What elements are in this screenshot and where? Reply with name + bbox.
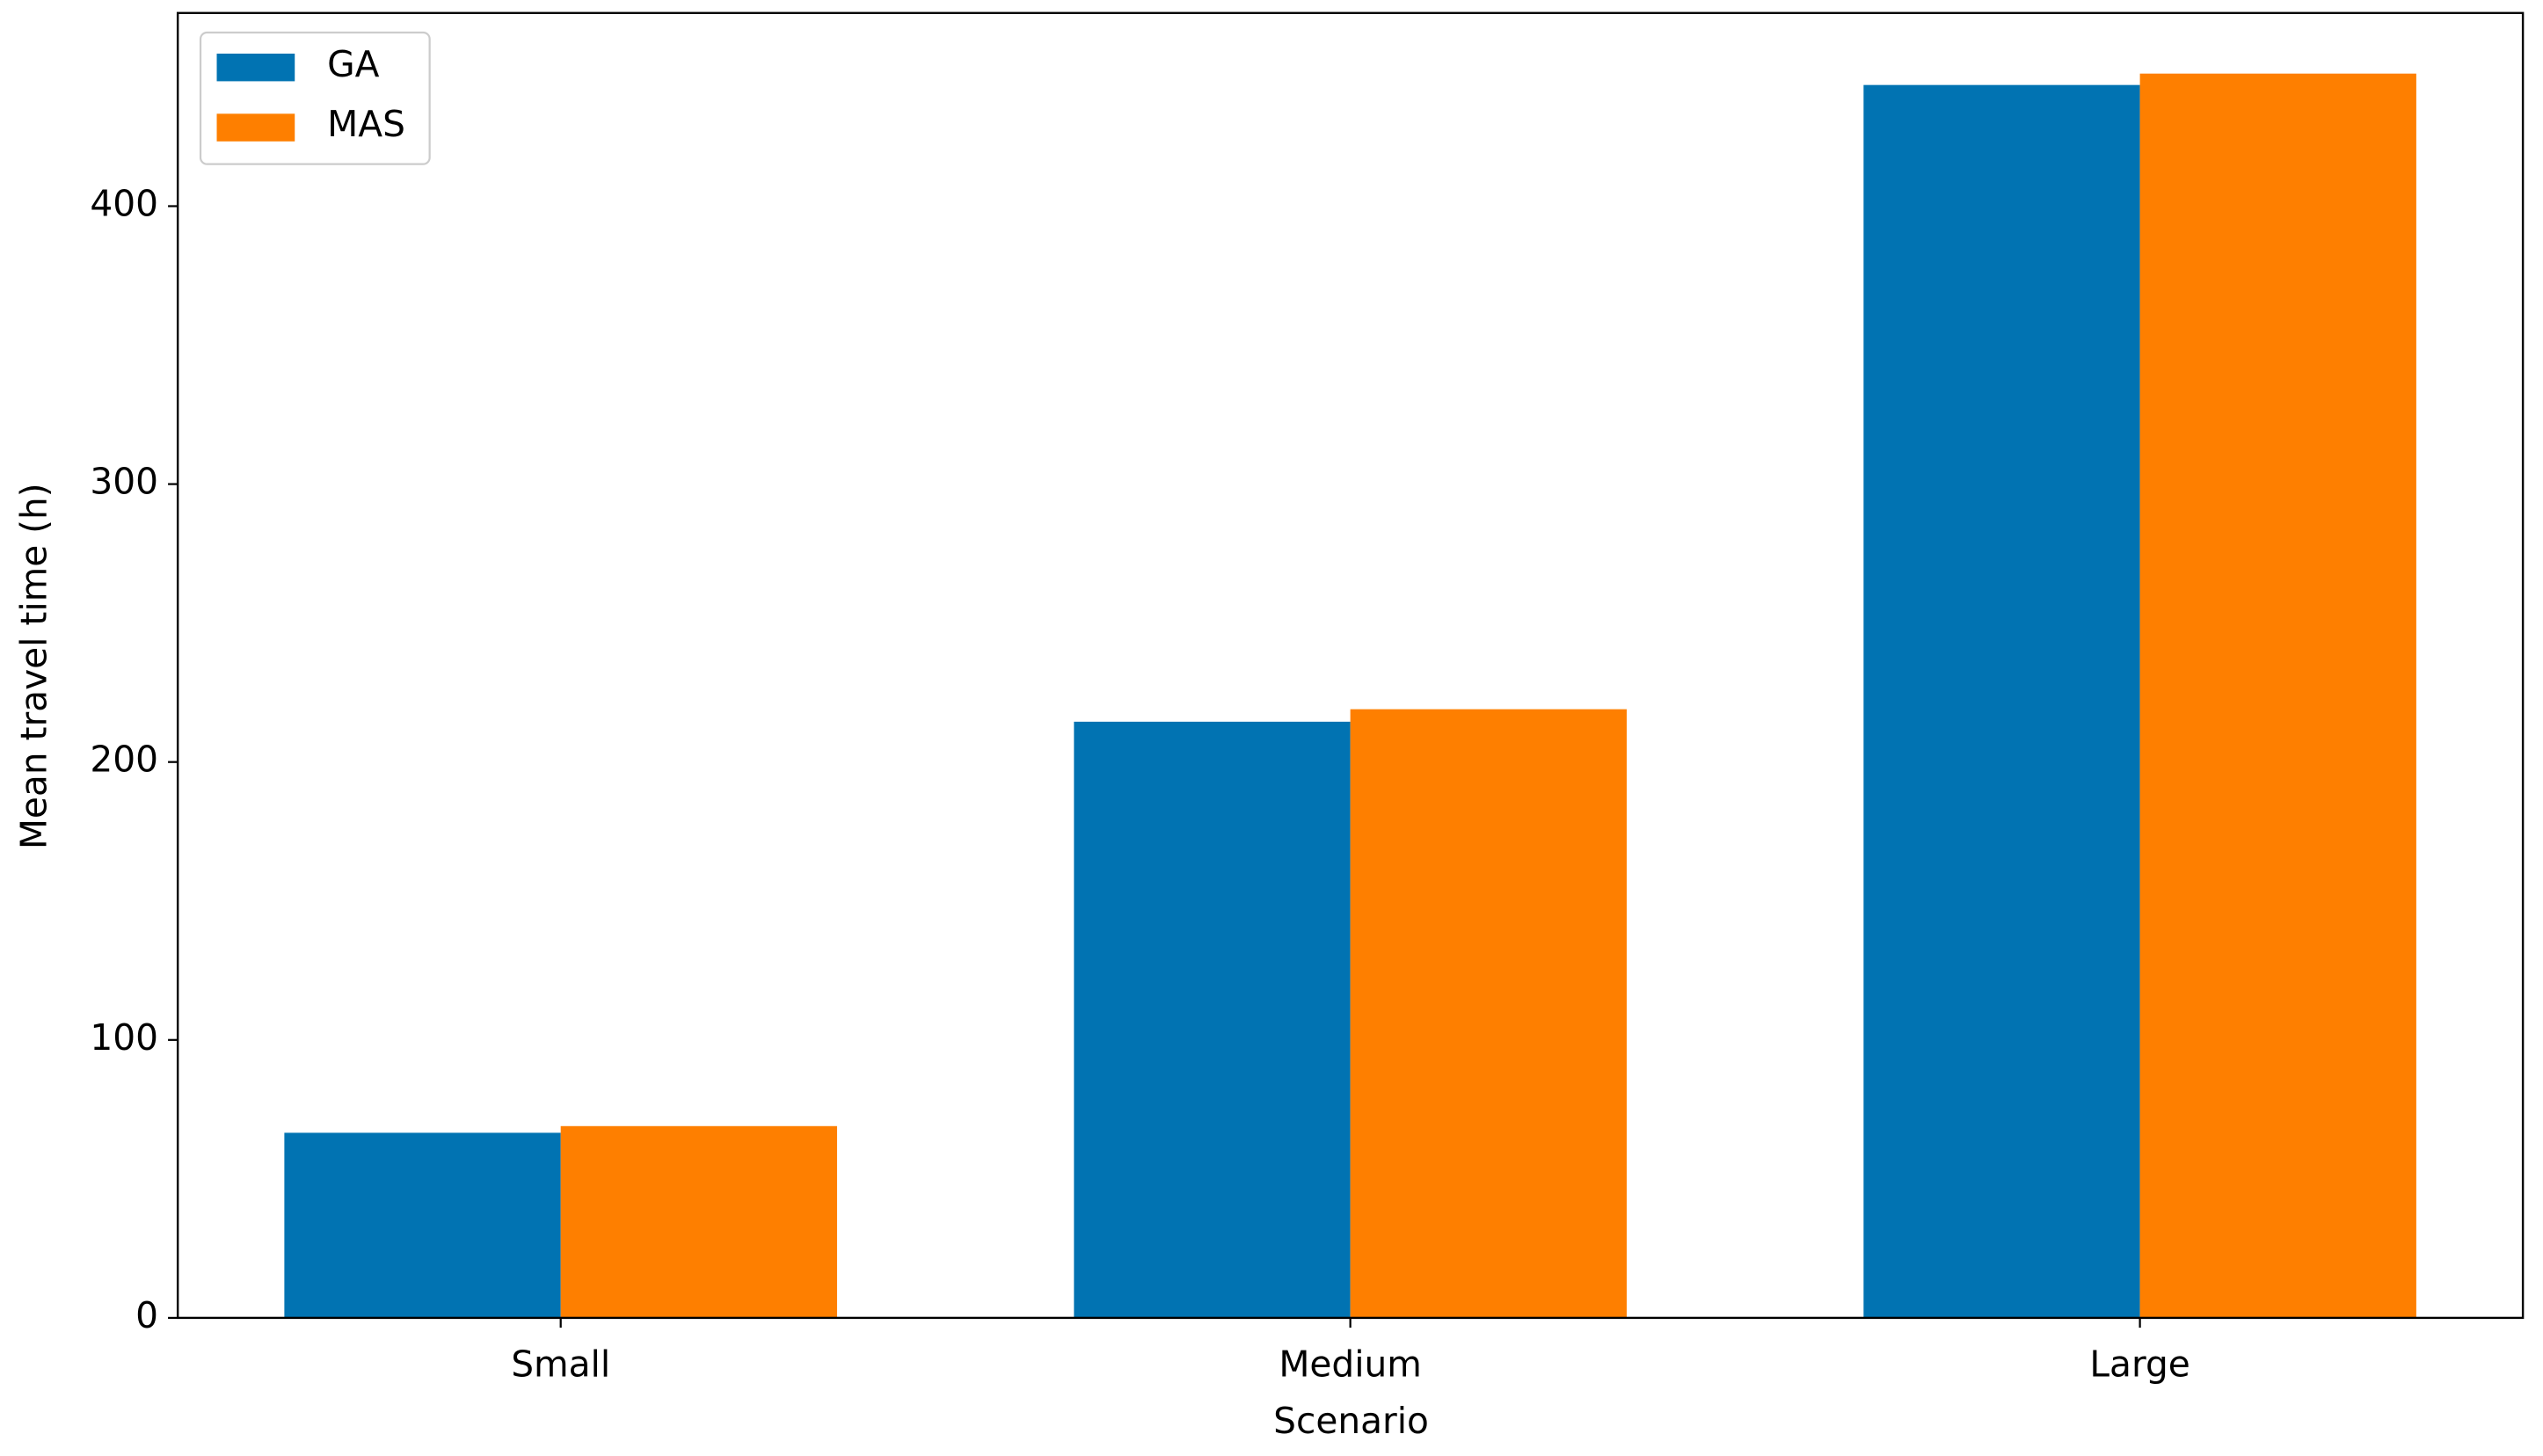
plot-frame [176, 11, 2525, 1320]
bar [1074, 721, 1351, 1318]
y-tick-label: 300 [90, 461, 158, 503]
bar [284, 1132, 561, 1318]
bar [2139, 73, 2416, 1318]
y-tick-label: 400 [90, 182, 158, 224]
y-tick-label: 200 [90, 739, 158, 781]
bar [1863, 84, 2140, 1318]
legend-swatch [216, 113, 295, 142]
legend-label: MAS [327, 103, 405, 145]
x-tick-label: Small [511, 1343, 610, 1385]
y-axis-label: Mean travel time (h) [12, 483, 55, 849]
y-tick-label: 100 [90, 1016, 158, 1059]
legend-swatch [216, 53, 295, 82]
x-tick-label: Medium [1279, 1343, 1422, 1385]
bar [1350, 709, 1627, 1318]
x-tick-label: Large [2089, 1343, 2190, 1385]
x-axis-label: Scenario [1273, 1400, 1429, 1442]
bar [560, 1125, 837, 1318]
legend-label: GA [327, 43, 380, 85]
y-tick-label: 0 [135, 1294, 158, 1336]
